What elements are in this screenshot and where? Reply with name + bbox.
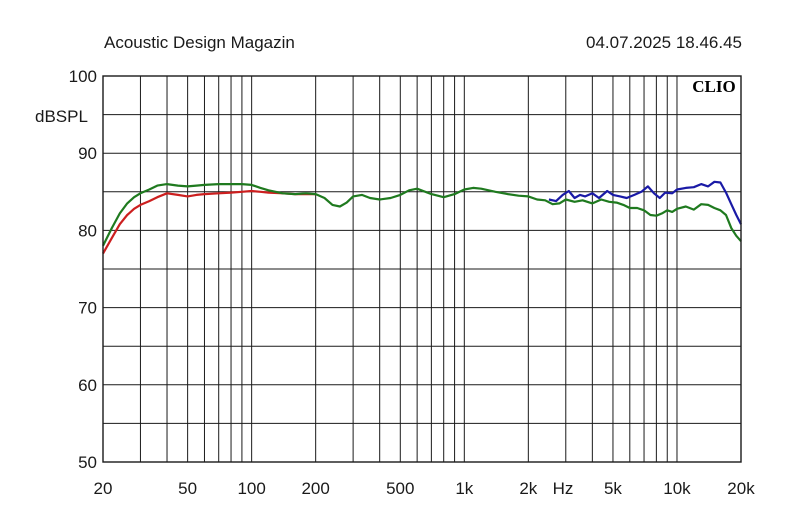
y-tick-label: 50: [78, 453, 97, 472]
x-tick-label: 10k: [663, 479, 691, 498]
x-tick-labels: 20 50 100 200 500 1k 2k 5k 10k 20k: [94, 479, 756, 498]
x-tick-label: 200: [301, 479, 329, 498]
y-tick-label: 80: [78, 221, 97, 240]
x-tick-label: 500: [386, 479, 414, 498]
series-line: [548, 180, 742, 225]
series-line: [102, 183, 742, 247]
y-tick-label: 90: [78, 144, 97, 163]
x-tick-label: 20: [94, 479, 113, 498]
brand-logo: CLIO: [692, 77, 735, 96]
timestamp: 04.07.2025 18.46.45: [586, 33, 742, 52]
x-axis-unit-label: Hz: [553, 479, 574, 498]
brand-backdrop: [686, 77, 740, 96]
x-tick-label: 20k: [727, 479, 755, 498]
plot-frame: [102, 75, 742, 463]
y-axis-label: dBSPL: [35, 107, 88, 126]
x-tick-label: 100: [237, 479, 265, 498]
x-tick-label: 5k: [604, 479, 622, 498]
chart-grid: [103, 76, 741, 462]
x-tick-label: 50: [178, 479, 197, 498]
series-line: [102, 189, 316, 255]
y-tick-labels: 50 60 70 80 90 100: [69, 67, 97, 472]
x-tick-label: 2k: [519, 479, 537, 498]
y-tick-label: 60: [78, 376, 97, 395]
chart-title: Acoustic Design Magazin: [104, 33, 295, 52]
y-tick-label: 70: [78, 299, 97, 318]
x-tick-label: 1k: [455, 479, 473, 498]
y-tick-label: 100: [69, 67, 97, 86]
chart-curves: [102, 180, 742, 255]
